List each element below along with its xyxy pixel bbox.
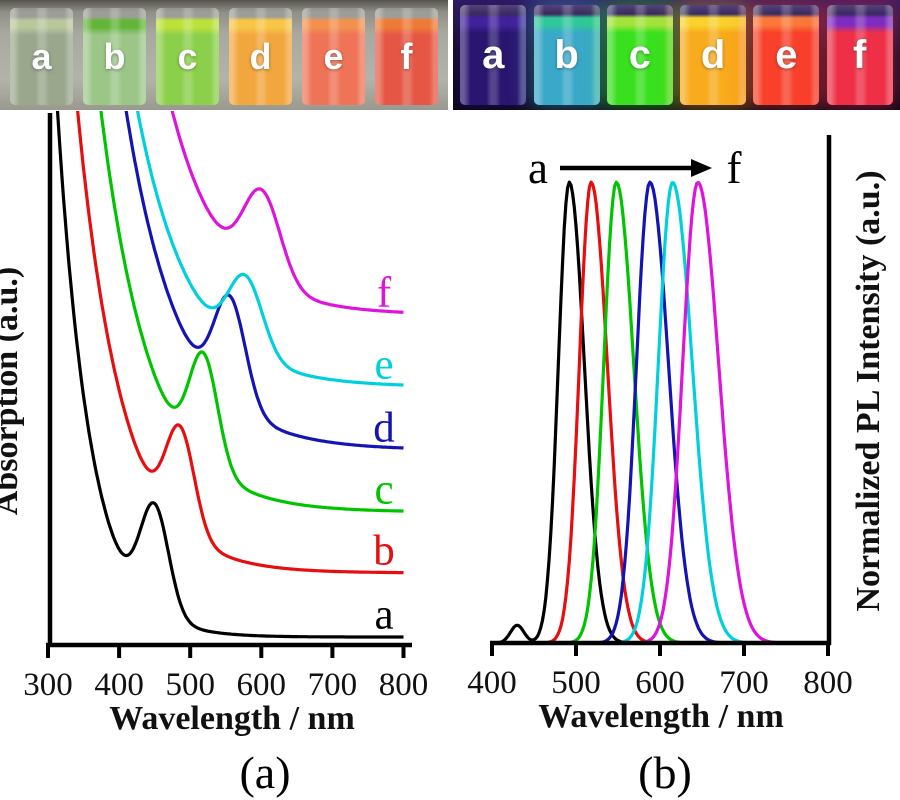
panel-b-label: (b) xyxy=(638,747,692,798)
vial-a-ambient: a xyxy=(10,8,73,105)
x-tick-label: 400 xyxy=(94,667,144,703)
absorption-curve-e xyxy=(135,111,404,387)
vial-a-uv: a xyxy=(460,5,527,105)
vial-label: f xyxy=(400,35,413,77)
vial-d-uv: d xyxy=(680,5,747,105)
curve-label-b: b xyxy=(373,527,395,574)
vial-c-uv: c xyxy=(606,5,673,105)
absorption-curve-b xyxy=(76,111,404,575)
vial-label: d xyxy=(700,32,726,77)
vial-f-ambient: f xyxy=(375,8,438,105)
x-tick-label: 400 xyxy=(467,665,517,701)
vial-label: c xyxy=(628,32,651,77)
vial-e-uv: e xyxy=(753,5,820,105)
x-tick-label: 700 xyxy=(308,667,358,703)
vial-label: b xyxy=(554,32,579,77)
photo-vials-ambient: a b c d e f xyxy=(0,0,448,110)
pl-spectra-chart: a f 400 500 600 700 800 Wavelength / nm Normaliz… xyxy=(467,135,887,735)
vial-d-ambient: d xyxy=(229,8,292,105)
y-axis-title: Absorption (a.u.) xyxy=(0,267,25,515)
vial-e-ambient: e xyxy=(302,8,365,105)
curve-label-e: e xyxy=(374,341,393,388)
annotation-from-label: a xyxy=(528,143,548,193)
pl-curves xyxy=(498,180,828,645)
x-tick-label: 600 xyxy=(237,667,287,703)
vial-b-ambient: b xyxy=(83,8,146,105)
x-tick-label: 500 xyxy=(165,667,215,703)
vial-label: f xyxy=(853,32,867,77)
curve-label-d: d xyxy=(373,404,395,451)
x-tick-label: 800 xyxy=(379,667,429,703)
y-axis-title: Normalized PL Intensity (a.u.) xyxy=(850,170,887,611)
x-tick-label: 300 xyxy=(23,667,73,703)
vial-label: a xyxy=(482,32,505,77)
x-tick-label: 600 xyxy=(635,665,685,701)
annotation-to-label: f xyxy=(727,143,742,193)
vial-label: e xyxy=(323,35,344,77)
annotation-arrowhead xyxy=(691,159,712,177)
vial-c-ambient: c xyxy=(156,8,219,105)
curve-label-f: f xyxy=(377,269,392,316)
vial-label: b xyxy=(103,35,126,77)
absorption-curve-a xyxy=(55,111,404,639)
vial-label: c xyxy=(177,35,198,77)
absorption-curve-f xyxy=(170,111,404,314)
vial-label: a xyxy=(31,35,52,77)
absorption-curves xyxy=(55,111,404,639)
vial-b-uv: b xyxy=(533,5,600,105)
x-tick-label: 700 xyxy=(719,665,769,701)
vial-label: d xyxy=(249,35,272,77)
vial-f-uv: f xyxy=(826,5,893,105)
curve-label-c: c xyxy=(374,466,393,513)
vial-label: e xyxy=(775,32,798,77)
curve-label-a: a xyxy=(374,592,393,639)
panel-a-label: (a) xyxy=(239,747,291,798)
x-axis-title: Wavelength / nm xyxy=(109,700,355,737)
x-tick-label: 500 xyxy=(551,665,601,701)
x-tick-label: 800 xyxy=(803,665,853,701)
x-axis-title: Wavelength / nm xyxy=(538,698,784,735)
photo-vials-uv: a b c d e f xyxy=(453,0,900,110)
absorption-curve-c xyxy=(99,111,404,513)
